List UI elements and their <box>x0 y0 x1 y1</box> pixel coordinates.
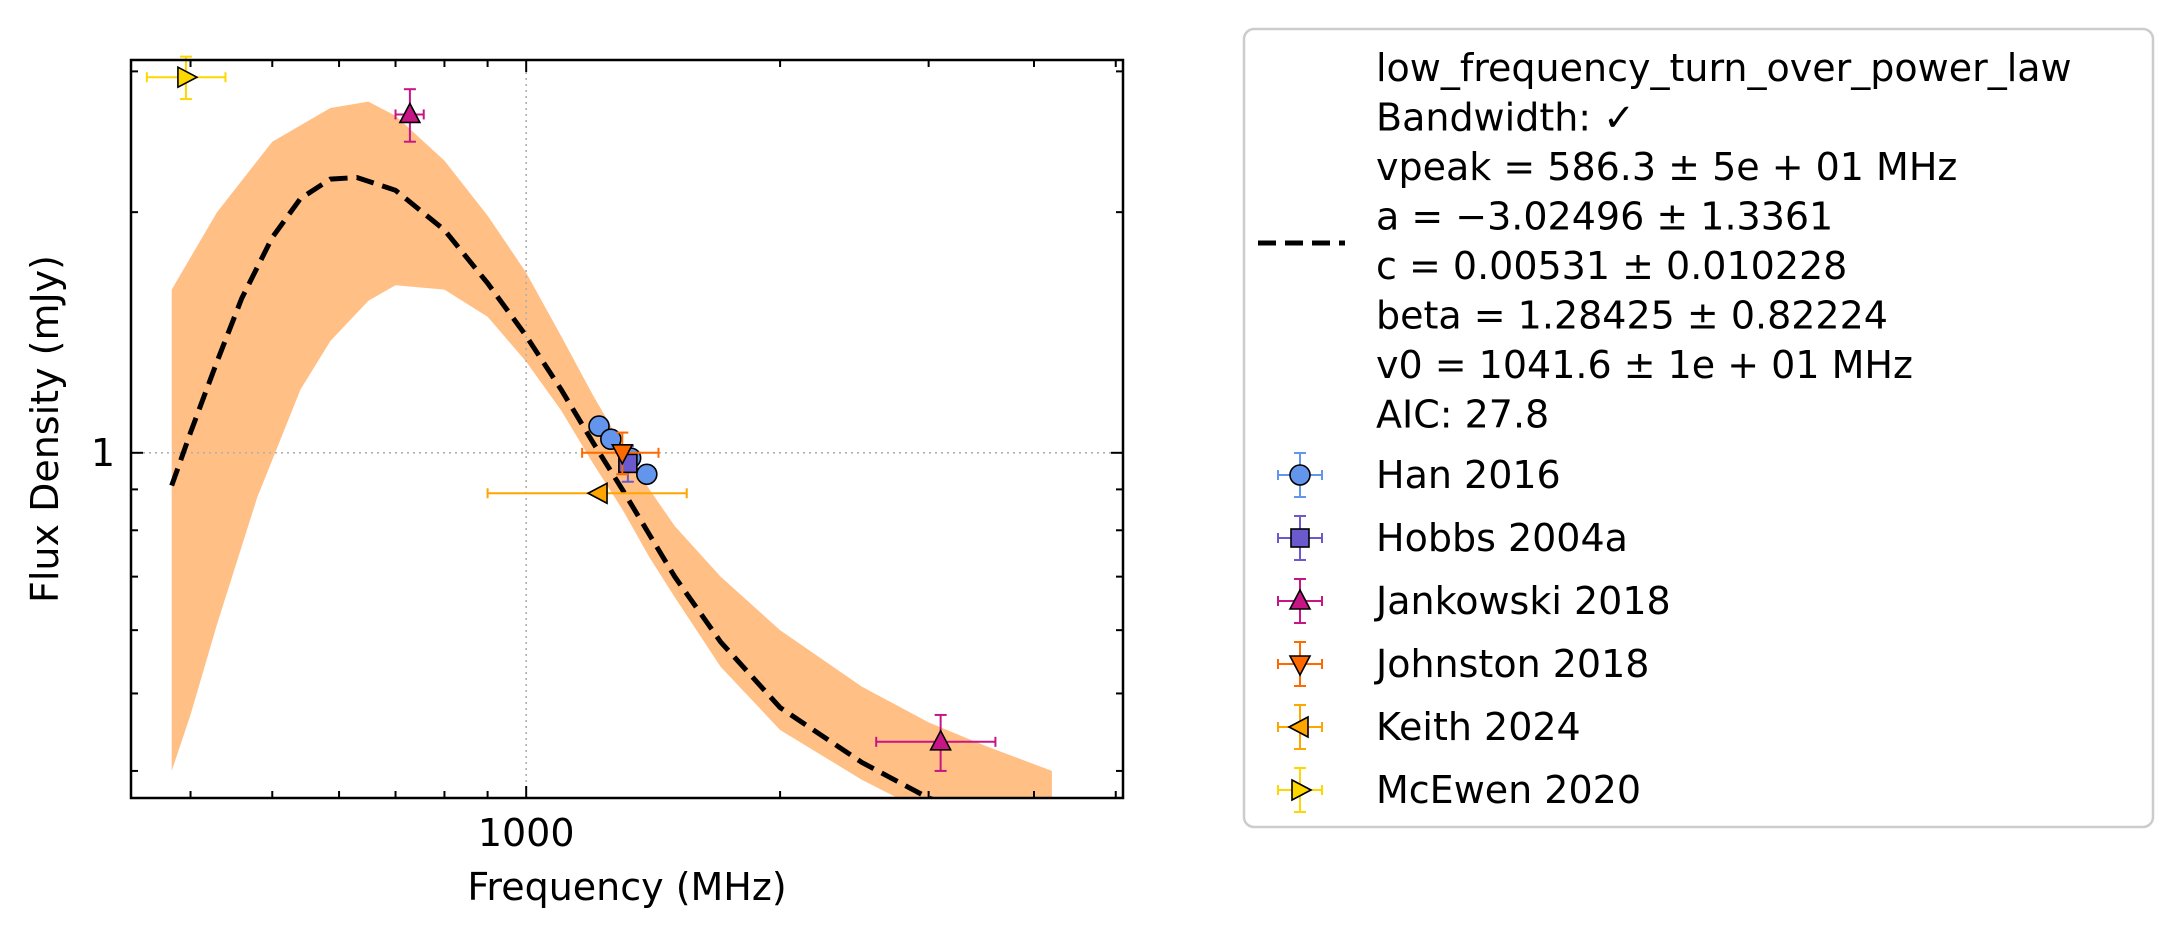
legend-label: Keith 2024 <box>1376 705 1581 749</box>
legend-fit-line: Bandwidth: ✓ <box>1376 96 1635 140</box>
legend-entry: Keith 2024 <box>1277 704 1581 750</box>
legend-entry: Jankowski 2018 <box>1277 578 1671 624</box>
fit-uncertainty-band <box>171 101 1052 798</box>
data-point <box>610 444 634 466</box>
legend-label: Han 2016 <box>1376 453 1561 497</box>
legend-marker <box>1288 588 1312 610</box>
tick-labels: 1000 1 <box>91 431 575 855</box>
legend-marker <box>1291 778 1313 802</box>
legend-fit-line: AIC: 27.8 <box>1376 393 1549 437</box>
plot-frame <box>129 58 1125 800</box>
legend-box <box>1242 27 2155 829</box>
data-point <box>586 481 608 505</box>
fit-curve <box>169 174 937 798</box>
legend-fit-line: v0 = 1041.6 ± 1e + 01 MHz <box>1376 343 1913 387</box>
legend-entry: McEwen 2020 <box>1277 767 1641 813</box>
legend-label: Jankowski 2018 <box>1374 579 1671 623</box>
legend-fit-line: vpeak = 586.3 ± 5e + 01 MHz <box>1376 145 1957 189</box>
legend: low_frequency_turn_over_power_law Bandwid… <box>1242 27 2155 829</box>
y-axis-label: Flux Density (mJy) <box>23 255 67 603</box>
legend-entry: Johnston 2018 <box>1277 641 1649 687</box>
legend-fit-line: beta = 1.28425 ± 0.82224 <box>1376 294 1888 338</box>
data-point <box>929 729 952 751</box>
y-tick-label: 1 <box>91 431 115 475</box>
x-axis-label: Frequency (MHz) <box>467 865 786 909</box>
series-jankowski-2018 <box>394 88 997 772</box>
data-point <box>398 101 422 124</box>
legend-fit-text: low_frequency_turn_over_power_law Bandwid… <box>1376 46 2072 437</box>
legend-marker <box>1290 528 1310 548</box>
legend-label: Johnston 2018 <box>1374 642 1649 686</box>
series-keith-2024 <box>486 481 688 505</box>
series-johnston-2018 <box>581 431 660 476</box>
legend-fit-line: low_frequency_turn_over_power_law <box>1376 46 2072 90</box>
legend-marker <box>1289 464 1311 486</box>
x-tick-label: 1000 <box>478 811 575 855</box>
legend-entry: Han 2016 <box>1277 452 1561 498</box>
data-point <box>636 463 658 486</box>
legend-series-entries: Han 2016 Hobbs 2004a Jankowski 2018 Johnsto… <box>1277 452 1671 813</box>
fit-band-area <box>171 101 1052 798</box>
data-point <box>177 65 199 89</box>
legend-marker <box>1287 715 1309 739</box>
fit-curve-line <box>169 174 937 798</box>
legend-marker <box>1288 655 1312 677</box>
data-points <box>145 55 997 772</box>
axis-ticks <box>131 60 1123 798</box>
legend-fit-line: a = −3.02496 ± 1.3361 <box>1376 195 1833 239</box>
legend-entry: Hobbs 2004a <box>1277 515 1628 561</box>
legend-label: McEwen 2020 <box>1376 768 1641 812</box>
series-mcewen-2020 <box>145 55 227 101</box>
legend-fit-line: c = 0.00531 ± 0.010228 <box>1376 244 1847 288</box>
legend-label: Hobbs 2004a <box>1376 516 1628 560</box>
